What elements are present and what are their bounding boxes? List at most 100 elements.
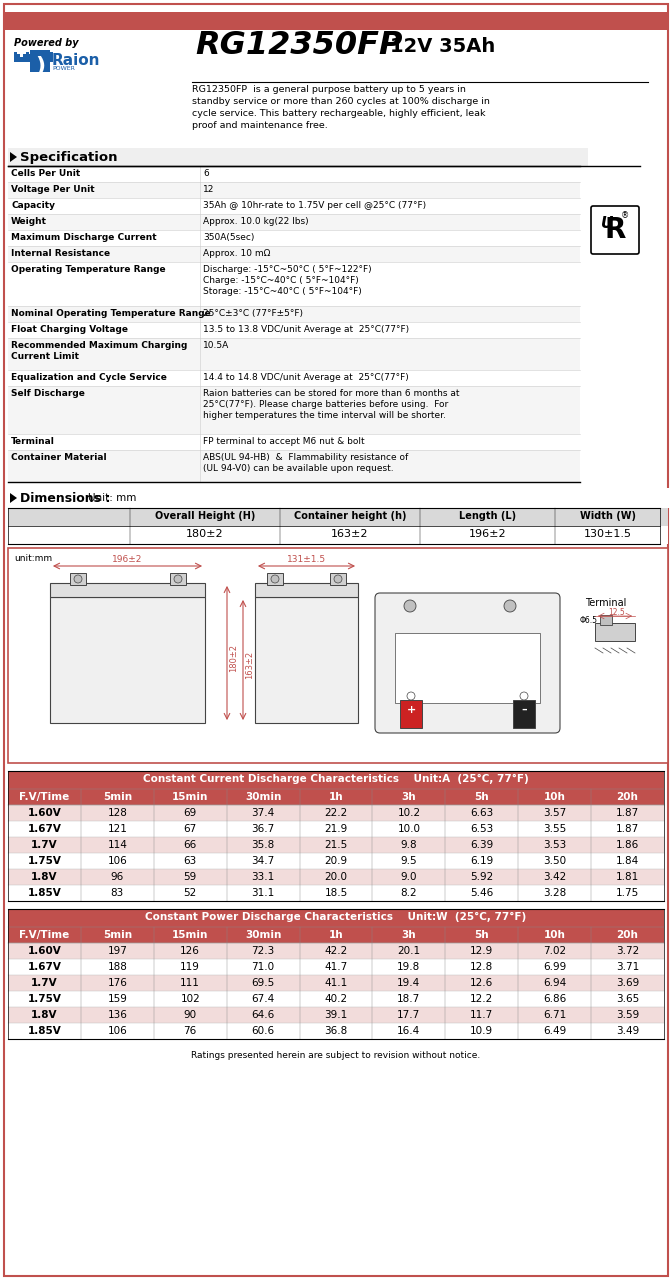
Bar: [8, 548, 668, 763]
Text: –: –: [521, 705, 527, 716]
Text: 3.72: 3.72: [616, 946, 639, 956]
Bar: [8, 338, 580, 370]
Bar: [8, 262, 580, 306]
Text: 3.65: 3.65: [616, 995, 639, 1004]
Bar: [8, 788, 664, 805]
Text: 20.0: 20.0: [325, 872, 347, 882]
Text: 1.81: 1.81: [616, 872, 639, 882]
Bar: [8, 1007, 664, 1023]
Text: unit:mm: unit:mm: [14, 554, 52, 563]
Text: Self Discharge: Self Discharge: [11, 389, 85, 398]
Bar: [8, 387, 580, 434]
Text: 197: 197: [108, 946, 127, 956]
Text: 34.7: 34.7: [251, 856, 275, 867]
Text: 83: 83: [111, 888, 124, 899]
Bar: [8, 975, 664, 991]
Text: 36.8: 36.8: [325, 1027, 347, 1036]
Text: 3.69: 3.69: [616, 978, 639, 988]
Text: 25°C±3°C (77°F±5°F): 25°C±3°C (77°F±5°F): [203, 308, 303, 317]
Text: 1.67V: 1.67V: [28, 963, 61, 972]
Text: 17.7: 17.7: [397, 1010, 421, 1020]
Circle shape: [174, 575, 182, 582]
Text: 12.2: 12.2: [470, 995, 493, 1004]
Text: 180±2: 180±2: [229, 644, 238, 672]
Text: 71.0: 71.0: [251, 963, 275, 972]
Polygon shape: [10, 152, 17, 163]
Text: Charge: -15°C~40°C ( 5°F~104°F): Charge: -15°C~40°C ( 5°F~104°F): [203, 276, 359, 285]
Text: F.V/Time: F.V/Time: [19, 792, 70, 803]
Bar: [70, 573, 86, 585]
Text: 33.1: 33.1: [251, 872, 275, 882]
Text: 128: 128: [108, 808, 127, 818]
Text: Cells Per Unit: Cells Per Unit: [11, 169, 80, 178]
Bar: [267, 573, 283, 585]
Polygon shape: [10, 493, 17, 503]
Text: 31.1: 31.1: [251, 888, 275, 899]
Bar: [513, 700, 535, 728]
Bar: [8, 805, 664, 820]
Text: 1.67V: 1.67V: [28, 824, 61, 835]
Text: cycle service. This battery rechargeable, highly efficient, leak: cycle service. This battery rechargeable…: [192, 109, 485, 118]
Bar: [8, 884, 664, 901]
Text: 121: 121: [108, 824, 127, 835]
Text: 3.71: 3.71: [616, 963, 639, 972]
Text: Operating Temperature Range: Operating Temperature Range: [11, 265, 165, 274]
Bar: [8, 451, 580, 483]
Text: 12V 35Ah: 12V 35Ah: [390, 37, 495, 56]
Bar: [8, 323, 580, 338]
Text: Constant Current Discharge Characteristics    Unit:A  (25°C, 77°F): Constant Current Discharge Characteristi…: [143, 774, 529, 785]
Text: 119: 119: [180, 963, 200, 972]
Text: U: U: [601, 216, 613, 232]
Text: 130±1.5: 130±1.5: [583, 529, 632, 539]
Text: 1.86: 1.86: [616, 840, 639, 850]
Text: 12.9: 12.9: [470, 946, 493, 956]
Text: 10.9: 10.9: [470, 1027, 493, 1036]
Text: Raion batteries can be stored for more than 6 months at: Raion batteries can be stored for more t…: [203, 389, 460, 398]
Text: 69: 69: [183, 808, 197, 818]
Text: 1.7V: 1.7V: [31, 978, 58, 988]
Circle shape: [271, 575, 279, 582]
Bar: [23, 54, 26, 61]
Text: RG12350FP: RG12350FP: [195, 29, 403, 61]
Text: 20h: 20h: [617, 931, 638, 940]
Text: 3.49: 3.49: [616, 1027, 639, 1036]
Text: Approx. 10 mΩ: Approx. 10 mΩ: [203, 250, 270, 259]
Bar: [8, 306, 580, 323]
Text: 36.7: 36.7: [251, 824, 275, 835]
Bar: [8, 246, 580, 262]
Text: 5.46: 5.46: [470, 888, 493, 899]
Bar: [41, 54, 44, 61]
Text: 1.75V: 1.75V: [28, 856, 61, 867]
Bar: [8, 182, 580, 198]
Text: Equalization and Cycle Service: Equalization and Cycle Service: [11, 372, 167, 381]
Text: 15min: 15min: [172, 792, 208, 803]
Text: 6.71: 6.71: [543, 1010, 566, 1020]
Text: 1.85V: 1.85V: [28, 888, 61, 899]
Bar: [8, 214, 580, 230]
Text: 12: 12: [203, 186, 214, 195]
Bar: [50, 596, 205, 723]
Text: 5.92: 5.92: [470, 872, 493, 882]
Text: 3.55: 3.55: [543, 824, 566, 835]
Bar: [395, 634, 540, 703]
Text: 3.59: 3.59: [616, 1010, 639, 1020]
Bar: [50, 52, 52, 61]
Text: 90: 90: [183, 1010, 197, 1020]
Text: Dimensions :: Dimensions :: [20, 492, 110, 506]
Text: 106: 106: [108, 856, 127, 867]
Text: ): ): [35, 56, 45, 76]
Text: 10.0: 10.0: [397, 824, 421, 835]
Bar: [8, 927, 664, 943]
Text: Container Material: Container Material: [11, 453, 107, 462]
Text: 18.7: 18.7: [397, 995, 421, 1004]
Text: 1h: 1h: [329, 792, 343, 803]
Text: 6.19: 6.19: [470, 856, 493, 867]
Text: 37.4: 37.4: [251, 808, 275, 818]
Text: Length (L): Length (L): [459, 511, 516, 521]
Text: 5min: 5min: [103, 792, 132, 803]
Text: 20.9: 20.9: [325, 856, 347, 867]
Text: 10h: 10h: [544, 931, 566, 940]
Text: 3.50: 3.50: [543, 856, 566, 867]
Text: 5min: 5min: [103, 931, 132, 940]
Text: 60.6: 60.6: [251, 1027, 275, 1036]
